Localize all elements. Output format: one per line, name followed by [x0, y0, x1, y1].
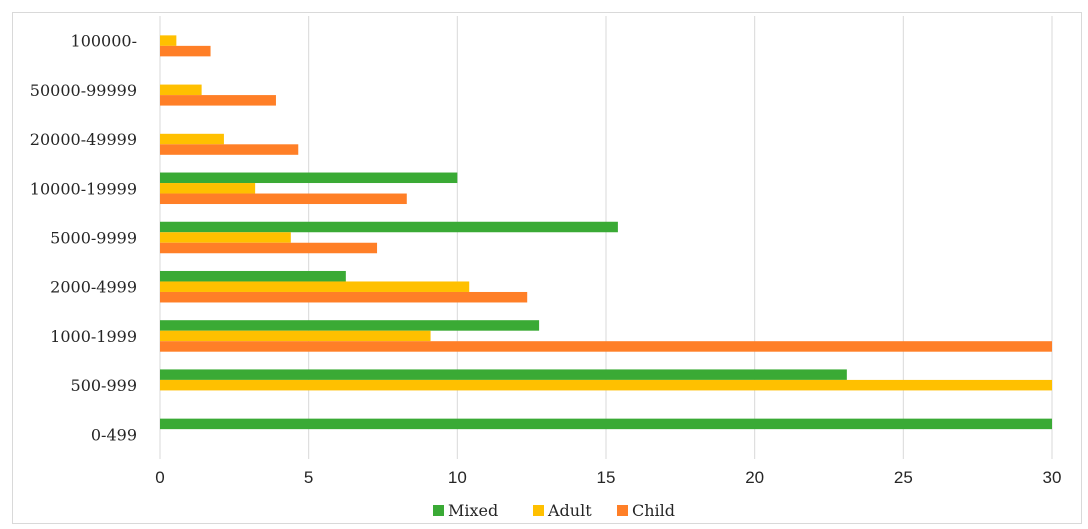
bar-adult	[160, 330, 431, 342]
category-label: 5000-9999	[50, 229, 137, 248]
x-tick-label: 30	[1043, 468, 1062, 487]
bar-child	[160, 144, 299, 155]
category-label: 50000-99999	[30, 81, 137, 100]
bar-child	[160, 45, 211, 57]
bar-child	[160, 95, 276, 106]
bar-adult	[160, 232, 291, 243]
category-label: 500-999	[71, 376, 137, 395]
x-tick-label: 0	[155, 468, 164, 487]
bar-mixed	[160, 320, 540, 331]
legend-swatch-adult	[533, 505, 544, 516]
bar-adult	[160, 379, 1052, 391]
bar-mixed	[160, 172, 458, 184]
bar-adult	[160, 183, 256, 194]
bar-adult	[160, 35, 177, 46]
bar-mixed	[160, 270, 346, 282]
bar-mixed	[160, 418, 1052, 430]
category-label: 0-499	[91, 425, 137, 444]
legend-swatch-mixed	[433, 505, 444, 516]
x-tick-label: 25	[894, 468, 913, 487]
legend-label-child: Child	[632, 501, 675, 520]
bar-child	[160, 341, 1052, 352]
category-label: 100000-	[71, 32, 137, 51]
legend-label-mixed: Mixed	[448, 501, 498, 520]
bar-adult	[160, 84, 202, 96]
legend-label-adult: Adult	[547, 501, 592, 520]
category-label: 20000-49999	[30, 130, 137, 149]
bar-child	[160, 193, 407, 205]
category-label: 2000-4999	[50, 278, 137, 297]
bar-child	[160, 242, 378, 254]
category-label: 1000-1999	[50, 327, 137, 346]
bar-child	[160, 291, 528, 303]
bar-mixed	[160, 221, 618, 233]
x-tick-label: 20	[745, 468, 764, 487]
legend-swatch-child	[617, 505, 628, 516]
x-tick-label: 5	[304, 468, 313, 487]
x-tick-label: 10	[448, 468, 467, 487]
bar-adult	[160, 133, 224, 145]
category-label: 10000-19999	[30, 179, 137, 198]
x-tick-label: 15	[597, 468, 616, 487]
bar-adult	[160, 281, 470, 292]
bar-mixed	[160, 369, 847, 380]
